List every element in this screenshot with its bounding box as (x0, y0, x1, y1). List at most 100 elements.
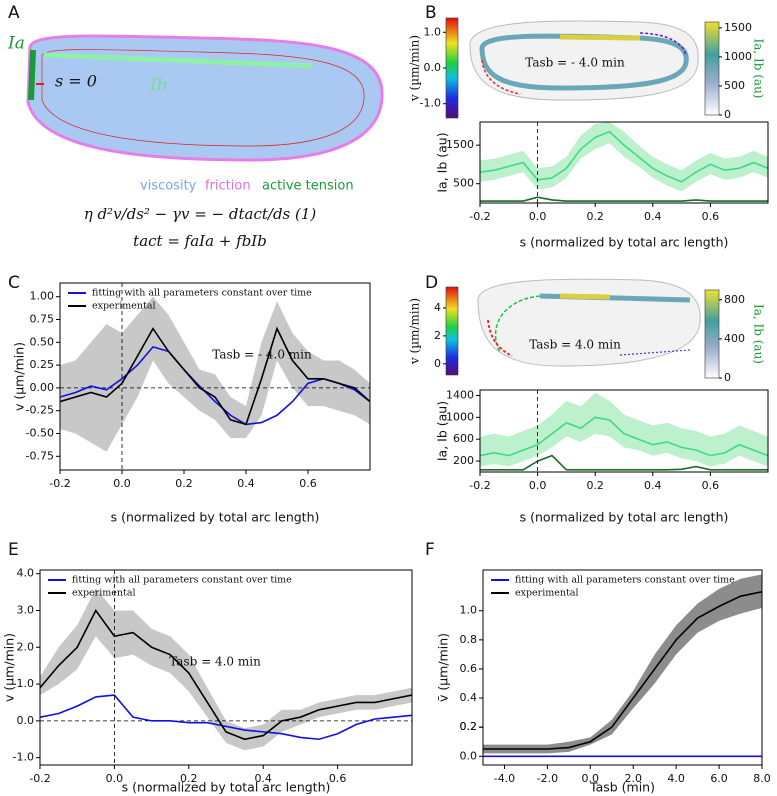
x-tick-label: 0.4 (237, 477, 255, 490)
y-tick-label: 600 (453, 432, 474, 445)
colorbar-tick-label: 2 (434, 329, 441, 342)
chart: -0.2 0.0 0.2 0.4 0.6 500 1500 s (normalized by … (408, 17, 769, 250)
x-axis-label: s (normalized by total arc length) (520, 510, 729, 525)
legend-label: experimental (92, 301, 156, 312)
legend-viscosity: viscosity (140, 179, 197, 194)
embryo-image (469, 20, 699, 101)
colorbar (704, 21, 720, 116)
y-tick-label: 0.6 (460, 662, 478, 675)
annotation: Tasb = - 4.0 min (525, 56, 625, 70)
y-tick-label: 1.0 (460, 604, 478, 617)
x-tick-label: -0.2 (469, 479, 490, 492)
plot-area (480, 392, 768, 471)
axes-frame (482, 569, 763, 766)
y-axis-label: v (µm/min) (12, 342, 27, 411)
series-line (480, 416, 768, 457)
x-tick-label: -2.0 (537, 772, 558, 785)
equation: η d²v/ds² − γv = − dtact/ds (1) (84, 205, 317, 223)
x-tick-label: 0.0 (582, 772, 600, 785)
x-tick-label: 0.2 (175, 477, 193, 490)
panel-label: B (425, 3, 437, 23)
colorbar-label: v (µm/min) (408, 298, 422, 365)
panel-label: C (8, 273, 20, 293)
colorbar-tick-label: 4 (434, 301, 441, 314)
legend-friction: friction (205, 179, 251, 194)
chart: -4.0 -2.0 0.0 2.0 4.0 6.0 8.0 0.0 0.2 0.4 0.6 0.8 1.… (436, 569, 771, 795)
x-tick-label: 0.4 (254, 772, 272, 785)
midline (41, 49, 365, 147)
series-line (480, 130, 768, 183)
axes-frame (479, 121, 769, 204)
x-axis-label: s (normalized by total arc length) (122, 780, 331, 795)
series-line (480, 196, 768, 202)
x-tick-label: -0.2 (469, 210, 490, 223)
y-tick-label: -0.50 (26, 427, 54, 440)
plot-area (40, 588, 412, 751)
colorbar (704, 289, 720, 379)
panel-label: E (8, 540, 19, 560)
x-tick-label: 0.4 (644, 479, 662, 492)
axes-frame (479, 389, 769, 473)
y-tick-label: 4.0 (17, 567, 35, 580)
series-line (40, 694, 412, 741)
annotation: Tasb = - 4.0 min (212, 348, 312, 362)
y-tick-label: 500 (453, 177, 474, 190)
y-tick-label: 1000 (446, 410, 474, 423)
x-tick-label: 0.0 (113, 477, 131, 490)
x-tick-label: -0.2 (29, 772, 50, 785)
annotation: Tasb = 4.0 min (529, 338, 621, 352)
error-band (60, 296, 370, 452)
panel-label: A (8, 3, 20, 23)
colorbar-tick-label: 0 (434, 357, 441, 370)
legend-label: experimental (515, 588, 579, 599)
y-tick-label: 200 (453, 454, 474, 467)
legend-label: fitting with all parameters constant ove… (515, 575, 735, 586)
s0-label: s = 0 (55, 72, 97, 91)
colorbar-tick-label: 500 (724, 79, 745, 92)
ia-label: Ia (7, 34, 25, 54)
colorbar-label: Ia, Ib (au) (752, 304, 766, 364)
legend-active-tension: active tension (262, 179, 354, 194)
ib-label: Ib (149, 76, 168, 96)
x-tick-label: 0.0 (529, 210, 547, 223)
x-tick-label: 0.2 (586, 479, 604, 492)
legend-label: fitting with all parameters constant ove… (92, 288, 312, 299)
x-axis-label: s (normalized by total arc length) (111, 510, 320, 525)
y-axis-label: Ia, Ib (au) (435, 132, 450, 192)
x-tick-label: 2.0 (624, 772, 642, 785)
y-tick-label: 3.0 (17, 603, 35, 616)
ib-region (43, 52, 313, 69)
x-tick-label: 8.0 (753, 772, 771, 785)
x-tick-label: 0.2 (180, 772, 198, 785)
chart: -0.2 0.0 0.2 0.4 0.6 -1.0 0.0 1.0 2.0 3.0 4.0 s (no… (2, 567, 413, 795)
colorbar-tick-label: 1500 (724, 21, 752, 34)
colorbar-label: Ia, Ib (au) (752, 38, 766, 98)
y-tick-label: 1.0 (17, 677, 35, 690)
series-line (40, 608, 412, 741)
x-tick-label: -4.0 (494, 772, 515, 785)
x-tick-label: 0.4 (644, 210, 662, 223)
embryo-image (477, 278, 701, 367)
y-axis-label: v (µm/min) (2, 633, 17, 702)
y-axis-label: v̄ (µm/min) (436, 633, 451, 702)
plot-area (60, 296, 370, 452)
x-tick-label: 0.6 (702, 479, 720, 492)
y-tick-label: 0.50 (30, 335, 55, 348)
ia-region (28, 49, 36, 101)
x-tick-label: 0.6 (702, 210, 720, 223)
y-tick-label: 0.0 (17, 714, 35, 727)
y-tick-label: -0.75 (26, 449, 54, 462)
colorbar-tick-label: 1.0 (424, 25, 442, 38)
y-tick-label: 0.8 (460, 633, 478, 646)
colorbar (445, 286, 459, 376)
panel-label: D (425, 273, 438, 293)
error-band (483, 574, 762, 754)
axes-frame (39, 569, 413, 766)
colorbar-tick-label: 0 (724, 371, 731, 384)
colorbar-tick-label: 800 (724, 293, 745, 306)
colorbar (445, 17, 459, 119)
colorbar-tick-label: 0.0 (424, 61, 442, 74)
error-band (480, 122, 768, 192)
